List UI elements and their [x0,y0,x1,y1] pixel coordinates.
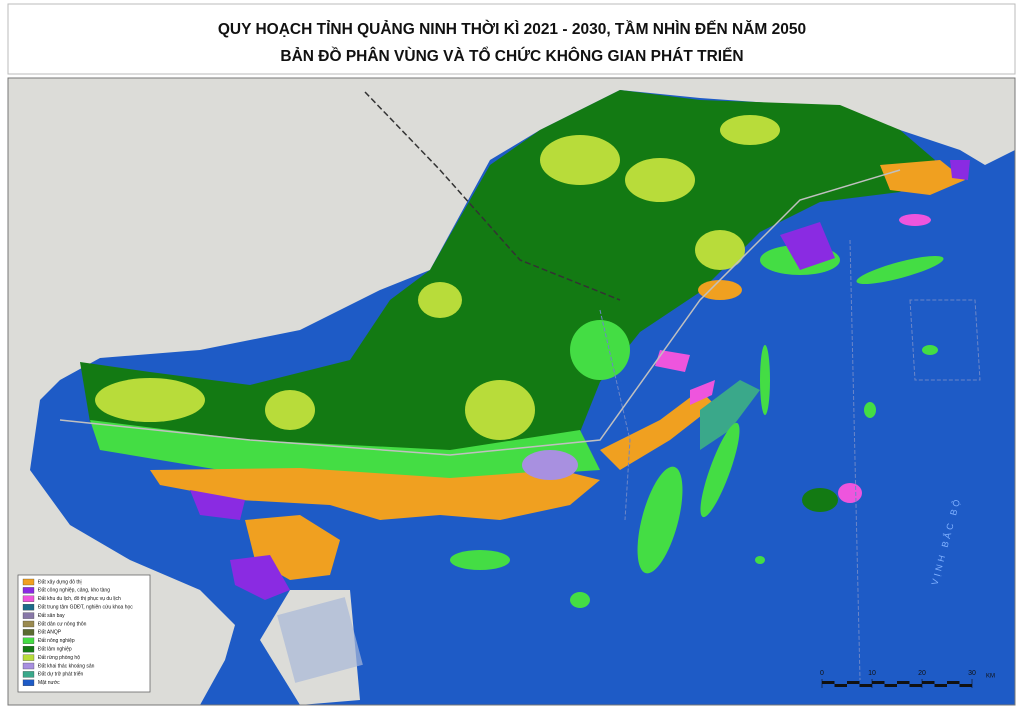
scale-bar: 0 10 20 30 KM [820,670,995,688]
patch [418,282,462,318]
scale-segment [934,684,947,687]
legend-swatch [22,671,35,678]
legend-box [17,574,151,693]
island [450,550,510,570]
scale-segment [909,684,922,687]
mainland [8,78,1015,705]
legend-label: Đất dự trữ phát triển [38,671,84,678]
title-box [7,3,1016,75]
island [856,256,944,284]
scale-segment [847,681,860,684]
legend-label: Đất lâm nghiệp [38,647,72,653]
zone [780,222,835,270]
scale-label: 30 [968,670,976,677]
urban-area [600,390,715,470]
industrial [190,160,970,600]
highway [59,169,901,456]
legend-label: Đất rừng phòng hộ [38,655,80,661]
legend-swatch [22,604,35,611]
legend-label: Đất sân bay [38,613,65,619]
scale-segment [822,681,835,684]
airport-zone [277,597,363,683]
scale-segment [884,684,897,687]
legend-swatch [22,637,35,644]
legend-label: Đất xây dựng đô thị [38,579,82,585]
map-area: VỊNH BẮC BỘ [8,78,1015,705]
patch [90,420,600,480]
scale-segment [947,681,960,684]
legend-label: Đất nông nghiệp [38,638,75,644]
patch [540,135,620,185]
island [700,380,760,450]
legend-swatch [22,654,35,661]
scale-label: 20 [918,670,926,677]
title: QUY HOẠCH TỈNH QUẢNG NINH THỜI KÌ 2021 -… [218,20,806,38]
legend-swatch [22,662,35,670]
scale-segment [834,684,847,687]
legend-swatch [22,595,35,602]
urban-area [150,468,600,520]
scale-segment [897,681,910,684]
island [755,556,765,564]
urban-area [880,160,965,195]
scale-segment [959,684,972,687]
legend: Đất xây dựng đô thị Đất công nghiệp, cảng… [17,574,151,693]
legend-label: Đất khai thác khoáng sản [38,663,95,669]
patch [720,115,780,145]
island [760,345,770,415]
island [802,488,838,512]
subtitle: BẢN ĐỒ PHÂN VÙNG VÀ TỔ CHỨC KHÔNG GIAN P… [280,47,743,65]
zone [690,380,715,405]
islands [450,256,944,608]
scale-unit: KM [986,674,995,680]
patch [265,390,315,430]
zone [899,214,931,226]
legend-label: Đất trung tâm GDĐT, nghiên cứu khoa học [38,605,133,611]
patch [695,230,745,270]
legend-label: Đất dân cư nông thôn [38,621,87,627]
protection-forest [95,115,780,440]
island [864,402,876,418]
island [922,345,938,355]
tourism [655,214,931,503]
scale-segment [922,681,935,684]
legend-swatch [22,679,35,686]
province-forest [80,90,935,472]
zone [190,490,245,520]
zone [655,350,690,372]
expressway [364,91,621,301]
patch [465,380,535,440]
island [700,422,740,518]
zone [522,450,578,480]
zone [230,555,290,600]
patch [625,158,695,202]
boundary [599,239,981,681]
legend-swatch [22,587,35,594]
island [637,466,683,574]
zone [950,160,970,180]
patch [95,378,205,422]
legend-swatch [22,620,35,628]
patch [570,320,630,380]
scale-segment [859,684,872,687]
urban-area [698,280,742,300]
legend-label: Mặt nước [38,680,60,686]
legend-label: Đất khu du lịch, đô thị phục vụ du lịch [38,596,121,602]
scale-segment [872,681,885,684]
legend-swatch [22,646,35,653]
island [570,592,590,608]
zone [838,483,862,503]
legend-swatch [22,629,35,636]
legend-swatch [22,578,35,586]
scale-label: 0 [820,670,824,677]
map-border [7,77,1016,706]
scale-label: 10 [868,670,876,677]
legend-label: Đất ANQP [38,630,62,636]
legend-swatch [22,612,35,619]
legend-label: Đất công nghiệp, cảng, kho tàng [38,588,110,594]
